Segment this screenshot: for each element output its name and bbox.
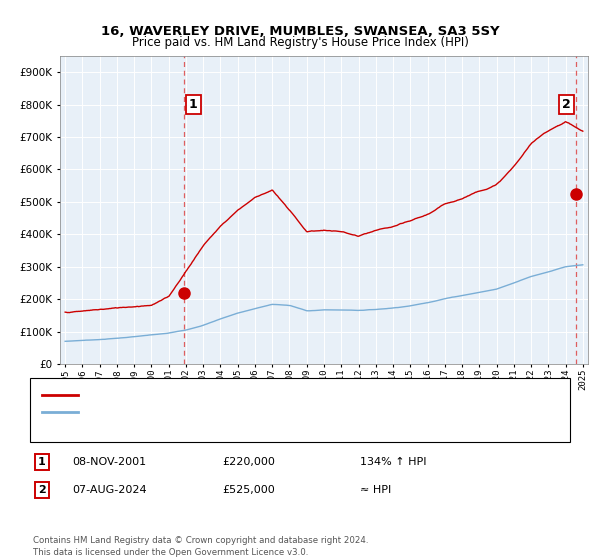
Text: Contains HM Land Registry data © Crown copyright and database right 2024.
This d: Contains HM Land Registry data © Crown c… [33, 536, 368, 557]
Text: 134% ↑ HPI: 134% ↑ HPI [360, 457, 427, 467]
Text: HPI: Average price, detached house, Swansea: HPI: Average price, detached house, Swan… [84, 407, 323, 417]
Text: 1: 1 [38, 457, 46, 467]
Text: £220,000: £220,000 [222, 457, 275, 467]
Text: £525,000: £525,000 [222, 485, 275, 495]
Text: 1: 1 [189, 98, 197, 111]
Text: 16, WAVERLEY DRIVE, MUMBLES, SWANSEA, SA3 5SY (detached house): 16, WAVERLEY DRIVE, MUMBLES, SWANSEA, SA… [84, 390, 455, 400]
Text: 07-AUG-2024: 07-AUG-2024 [72, 485, 146, 495]
Text: 2: 2 [38, 485, 46, 495]
Text: 2: 2 [562, 98, 571, 111]
Text: Price paid vs. HM Land Registry's House Price Index (HPI): Price paid vs. HM Land Registry's House … [131, 36, 469, 49]
Text: 16, WAVERLEY DRIVE, MUMBLES, SWANSEA, SA3 5SY: 16, WAVERLEY DRIVE, MUMBLES, SWANSEA, SA… [101, 25, 499, 38]
Text: ≈ HPI: ≈ HPI [360, 485, 391, 495]
Text: 08-NOV-2001: 08-NOV-2001 [72, 457, 146, 467]
